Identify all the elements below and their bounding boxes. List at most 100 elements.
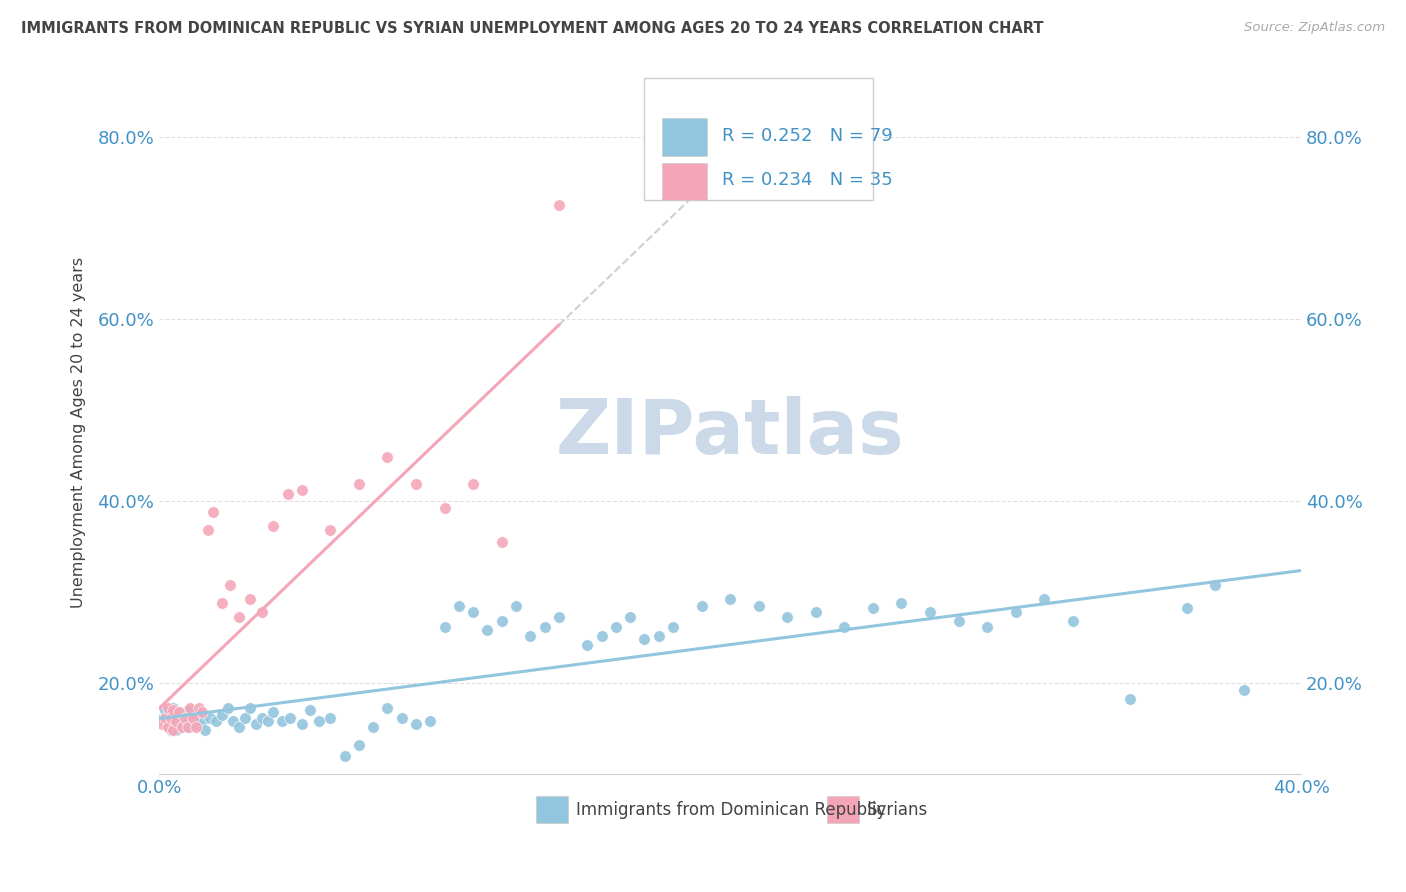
Point — [188, 701, 211, 715]
Point — [776, 610, 799, 624]
Point — [173, 710, 195, 724]
Point — [239, 701, 262, 715]
Text: ZIPatlas: ZIPatlas — [555, 396, 904, 469]
Text: Immigrants from Dominican Republic: Immigrants from Dominican Republic — [576, 800, 886, 819]
Point — [405, 717, 427, 731]
Point — [150, 717, 173, 731]
Point — [194, 723, 217, 738]
Point — [619, 610, 641, 624]
Bar — [644, 78, 873, 201]
Point — [433, 501, 456, 516]
Point — [233, 710, 256, 724]
Point — [533, 619, 555, 633]
Point — [477, 623, 499, 637]
Point — [505, 599, 527, 613]
Point — [262, 519, 284, 533]
Point — [405, 477, 427, 491]
Point — [277, 486, 299, 500]
Point — [183, 710, 205, 724]
Text: Syrians: Syrians — [868, 800, 928, 819]
Point — [308, 714, 330, 729]
Point — [419, 714, 441, 729]
Point — [211, 596, 233, 610]
Point — [291, 483, 314, 497]
Point — [162, 703, 184, 717]
Text: Source: ZipAtlas.com: Source: ZipAtlas.com — [1244, 21, 1385, 34]
Bar — [536, 796, 568, 823]
Point — [262, 705, 284, 719]
Point — [167, 705, 190, 719]
Point — [1233, 683, 1256, 698]
Point — [186, 720, 208, 734]
Point — [834, 619, 856, 633]
Point — [1205, 577, 1227, 591]
Point — [188, 705, 211, 719]
Point — [162, 714, 184, 729]
Point — [191, 705, 214, 719]
Point — [748, 599, 770, 613]
Point — [862, 601, 884, 615]
Point — [186, 717, 208, 731]
Y-axis label: Unemployment Among Ages 20 to 24 years: Unemployment Among Ages 20 to 24 years — [72, 257, 86, 608]
Point — [179, 720, 201, 734]
Point — [153, 710, 176, 724]
Point — [176, 708, 198, 723]
Point — [200, 710, 222, 724]
Point — [1062, 614, 1084, 628]
Point — [173, 714, 195, 729]
Point — [519, 629, 541, 643]
Point — [391, 710, 413, 724]
Point — [463, 477, 485, 491]
Point — [333, 748, 356, 763]
Point — [463, 605, 485, 619]
Point — [159, 723, 181, 738]
Point — [280, 710, 302, 724]
Point — [239, 592, 262, 607]
Point — [299, 703, 322, 717]
Point — [170, 720, 193, 734]
Point — [1119, 692, 1142, 706]
Point — [219, 577, 242, 591]
Point — [197, 523, 219, 537]
Point — [202, 505, 225, 519]
Point — [217, 701, 239, 715]
Point — [153, 703, 176, 717]
Bar — [662, 163, 707, 201]
Point — [319, 523, 342, 537]
Point — [270, 714, 292, 729]
Point — [176, 720, 198, 734]
Point — [918, 605, 941, 619]
Point — [156, 717, 179, 731]
Point — [1004, 605, 1026, 619]
Point — [256, 714, 278, 729]
Point — [547, 198, 569, 212]
Point — [156, 701, 179, 715]
Text: R = 0.252   N = 79: R = 0.252 N = 79 — [723, 127, 893, 145]
Point — [662, 619, 685, 633]
Point — [361, 720, 384, 734]
Point — [377, 450, 399, 465]
Point — [205, 714, 228, 729]
Point — [245, 717, 267, 731]
Point — [228, 720, 250, 734]
Point — [804, 605, 827, 619]
Point — [1175, 601, 1198, 615]
Bar — [662, 119, 707, 156]
Point — [948, 614, 970, 628]
Point — [976, 619, 998, 633]
Point — [591, 629, 613, 643]
Point — [377, 701, 399, 715]
Point — [433, 619, 456, 633]
Text: R = 0.234   N = 35: R = 0.234 N = 35 — [723, 171, 893, 189]
Point — [1033, 592, 1056, 607]
Point — [162, 701, 184, 715]
Point — [250, 710, 273, 724]
Point — [191, 714, 214, 729]
Point — [170, 720, 193, 734]
Point — [250, 605, 273, 619]
Text: IMMIGRANTS FROM DOMINICAN REPUBLIC VS SYRIAN UNEMPLOYMENT AMONG AGES 20 TO 24 YE: IMMIGRANTS FROM DOMINICAN REPUBLIC VS SY… — [21, 21, 1043, 36]
Point — [183, 710, 205, 724]
Point — [605, 619, 627, 633]
Point — [150, 713, 173, 727]
Point — [690, 599, 713, 613]
